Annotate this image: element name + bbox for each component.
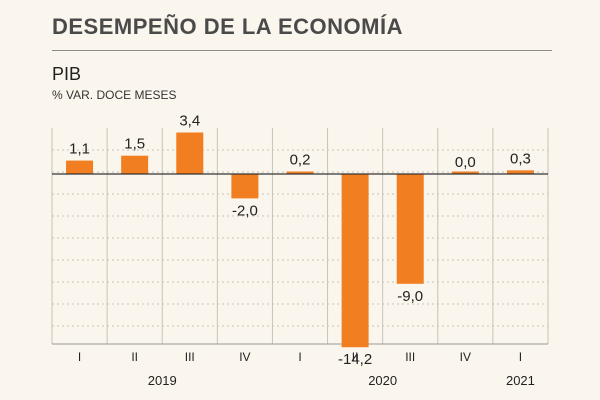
data-label: 1,1 — [69, 141, 90, 158]
bar — [121, 155, 149, 174]
chart-title: DESEMPEÑO DE LA ECONOMÍA — [52, 14, 403, 39]
data-label: 0,2 — [290, 152, 311, 169]
x-tick-label: III — [405, 350, 415, 364]
bar — [506, 170, 534, 174]
year-label: 2019 — [148, 373, 177, 388]
x-tick-label: IV — [460, 350, 471, 364]
x-tick-label: I — [298, 350, 301, 364]
year-label: 2021 — [506, 373, 535, 388]
x-tick-label: I — [519, 350, 522, 364]
data-label: -2,0 — [232, 202, 258, 219]
data-label: 0,0 — [455, 154, 476, 171]
data-label: 0,3 — [510, 150, 531, 167]
x-tick-label: II — [131, 350, 138, 364]
x-tick-label: II — [352, 350, 359, 364]
bar — [176, 132, 204, 174]
unit-label: % VAR. DOCE MESES — [52, 88, 177, 102]
bar — [451, 171, 479, 174]
year-label: 2020 — [368, 373, 397, 388]
bar — [66, 160, 94, 174]
data-label: 1,5 — [124, 136, 145, 153]
bar — [286, 171, 314, 174]
bar — [341, 174, 369, 348]
x-tick-label: III — [185, 350, 195, 364]
bar — [231, 174, 259, 199]
bar — [396, 174, 424, 284]
data-label: 3,4 — [179, 113, 200, 130]
x-tick-label: IV — [239, 350, 250, 364]
x-tick-label: I — [78, 350, 81, 364]
title-rule — [52, 50, 552, 51]
data-label: -14,2 — [338, 351, 372, 368]
series-name: PIB — [52, 64, 82, 84]
data-label: -9,0 — [397, 288, 423, 305]
